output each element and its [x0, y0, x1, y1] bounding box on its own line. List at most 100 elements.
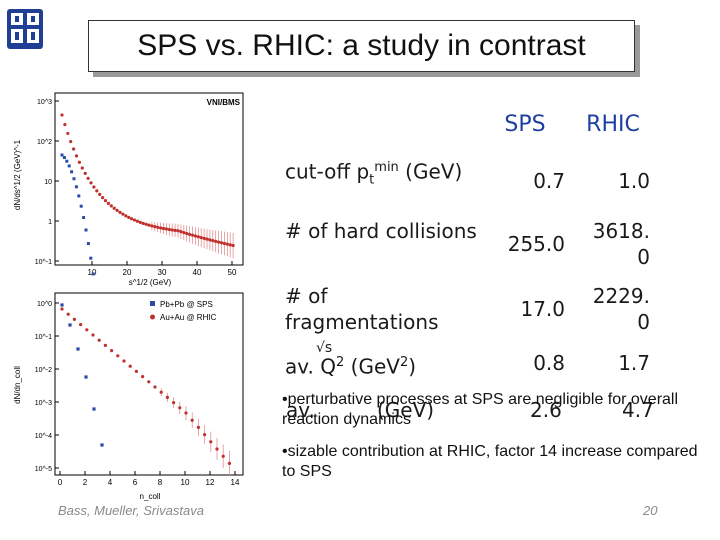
plot-top-rhic-point [74, 154, 79, 158]
row-label-q2: av. Q2 (GeV2) [285, 354, 417, 379]
plot-bottom-svg: Pb+Pb @ SPS Au+Au @ RHIC dN/dn_coll n_co… [13, 292, 244, 501]
overlay-rhic: 4.7 [622, 398, 654, 422]
row-q2-sps: 0.8 [533, 351, 565, 375]
plot-bottom-xtick-label: 14 [231, 478, 240, 487]
plot-top-sps-point [74, 185, 78, 189]
plot-bottom-xtick-label: 10 [181, 478, 190, 487]
plot-bottom-rhic-point [91, 333, 95, 337]
plot-top-rhic-point [153, 225, 157, 229]
plot-bottom-ytick-label: 10^-2 [35, 367, 52, 374]
plot-top-rhic-point [109, 204, 113, 208]
sqrt-symbol: √s [316, 340, 333, 356]
plot-bottom-rhic-point [153, 385, 157, 389]
plot-top-marks [60, 113, 235, 276]
plot-bottom-rhic-point [147, 380, 151, 384]
plot-top-rhic-point [150, 224, 154, 228]
plot-bottom-sps-point [68, 323, 72, 327]
overlay-unit: (GeV) [377, 398, 435, 422]
plot-bottom-xtick-label: 0 [58, 478, 63, 487]
row-frag-sps: 17.0 [520, 297, 565, 321]
footer-authors: Bass, Mueller, Srivastava [58, 503, 204, 518]
plot-top-rhic-point [69, 139, 73, 144]
plot-bottom-rhic-point [60, 307, 64, 311]
plot-top-rhic-point [63, 122, 67, 127]
plot-top-sps-point [67, 164, 71, 168]
plot-bottom-xlabel: n_coll [140, 492, 161, 501]
plot-top-rhic-point [66, 131, 70, 136]
plot-top-rhic-point [173, 228, 177, 232]
plot-top-rhic-point [86, 176, 90, 180]
plot-top-sps-point [65, 159, 69, 163]
plot-top-xtick-label: 20 [123, 268, 132, 277]
plot-bottom-xtick-label: 2 [83, 478, 88, 487]
plot-top-ylabel: dN/ds^1/2 (GeV)^-1 [13, 139, 22, 210]
plot-top-rhic-point [147, 223, 151, 227]
plot-bottom: Pb+Pb @ SPS Au+Au @ RHIC dN/dn_coll n_co… [0, 285, 250, 505]
page-number: 20 [643, 503, 658, 518]
plot-bottom-ytick-label: 10^-1 [35, 334, 52, 341]
plot-top: VNI/BMS dN/ds^1/2 (GeV)^-1 s^1/2 (GeV) 1… [0, 85, 250, 290]
row-label-cutoff: cut-off ptmin (GeV) [285, 159, 463, 188]
plot-top-rhic-point [199, 236, 203, 240]
plot-top-xtick-label: 30 [158, 268, 167, 277]
legend-label-rhic: Au+Au @ RHIC [160, 313, 217, 322]
plot-top-rhic-point [135, 219, 139, 223]
plot-top-ytick-label: 10 [44, 179, 52, 186]
row-frag-rhic-b: 0 [637, 310, 650, 334]
plot-bottom-xtick-label: 8 [158, 478, 163, 487]
header-rhic: RHIC [586, 112, 640, 137]
plot-top-rhic-point [115, 208, 119, 212]
plot-top-rhic-point [141, 221, 145, 225]
plot-top-rhic-point [222, 241, 226, 246]
plot-bottom-rhic-point [172, 401, 176, 405]
plot-bottom-sps-point [84, 375, 88, 379]
plot-bottom-rhic-point [184, 411, 188, 415]
plot-bottom-marks [60, 303, 231, 476]
overlay-sps: 2.6 [530, 398, 562, 422]
plot-top-label: VNI/BMS [207, 98, 241, 107]
plot-bottom-rhic-point [66, 312, 70, 316]
plot-bottom-ylabel: dN/dn_coll [13, 366, 22, 404]
plot-top-rhic-point [132, 218, 137, 222]
plot-top-rhic-point [188, 232, 192, 236]
plot-top-rhic-point [101, 196, 105, 200]
plot-bottom-sps-point [60, 303, 64, 307]
bullet-list: •perturbative processes at SPS are negli… [282, 390, 702, 482]
plot-top-xticks: 1020304050 [88, 261, 237, 277]
bullet-1: •perturbative processes at SPS are negli… [282, 391, 679, 428]
legend-label-sps: Pb+Pb @ SPS [160, 300, 213, 309]
plot-top-rhic-point [83, 171, 87, 175]
row-q2-rhic: 1.7 [618, 351, 650, 375]
plot-top-sps-point [70, 170, 74, 174]
plot-bottom-rhic-point [221, 454, 225, 458]
plot-top-rhic-point [127, 215, 131, 219]
plot-bottom-rhic-point [215, 447, 219, 451]
plot-top-rhic-point [225, 242, 229, 246]
plot-bottom-rhic-point [209, 440, 213, 444]
plot-top-sps-point [86, 242, 90, 246]
plot-bottom-rhic-point [110, 349, 114, 353]
plot-top-rhic-point [182, 230, 186, 235]
plot-top-sps-point [82, 216, 86, 220]
header-sps: SPS [504, 112, 546, 137]
plot-bottom-rhic-point [203, 433, 207, 437]
plot-top-rhic-point [124, 214, 128, 218]
row-cutoff-rhic: 1.0 [618, 169, 650, 193]
plot-top-sps-point [72, 177, 76, 181]
plot-top-rhic-point [130, 217, 134, 221]
plot-bottom-sps-point [92, 407, 96, 411]
plot-top-xlabel: s^1/2 (GeV) [129, 278, 172, 287]
plot-bottom-yticks: 10^0 10^-1 10^-2 10^-3 10^-4 10^-5 [35, 301, 59, 473]
plot-bottom-rhic-point [128, 364, 132, 368]
plot-top-ytick-label: 10^-1 [35, 259, 52, 266]
plot-top-sps-point [79, 204, 83, 208]
plot-bottom-frame [54, 292, 244, 476]
plot-top-rhic-point [205, 237, 209, 241]
plot-top-rhic-point [211, 239, 215, 243]
plot-top-frame [54, 92, 244, 266]
plot-top-rhic-point [196, 235, 200, 239]
row-cutoff-sps: 0.7 [533, 169, 565, 193]
plot-top-rhic-point [112, 206, 116, 210]
plot-bottom-rhic-point [190, 418, 194, 422]
plot-top-xtick-label: 50 [228, 268, 237, 277]
